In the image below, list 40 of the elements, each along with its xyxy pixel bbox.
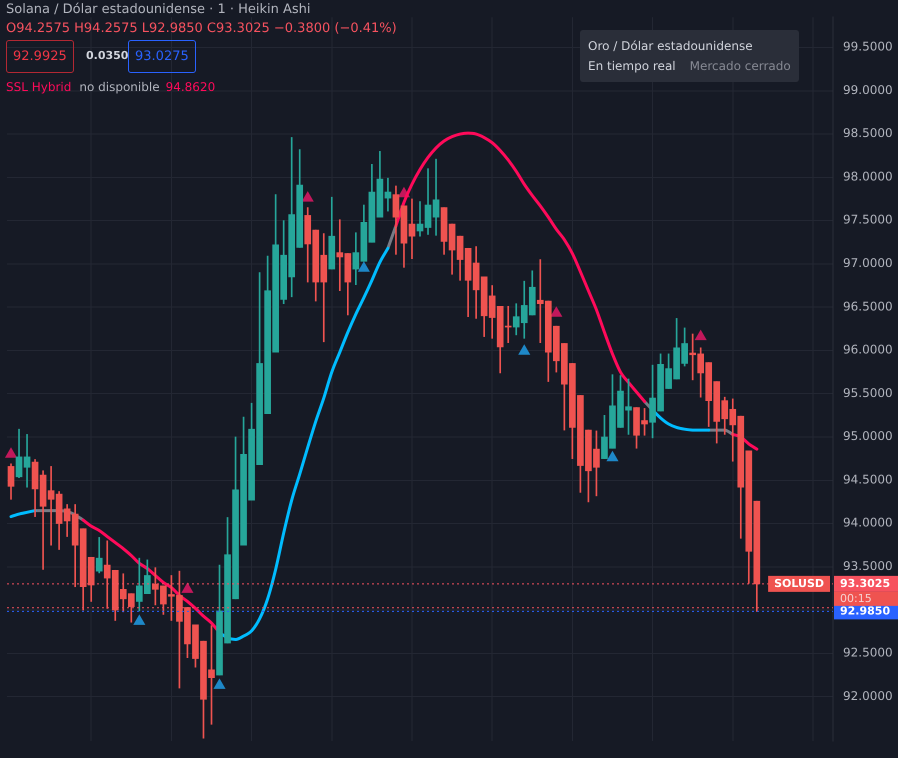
text: SSL Hybrid <box>6 80 72 94</box>
annotation: 92.9925 <box>6 40 74 73</box>
y-tick-label: 96.0000 <box>843 342 893 357</box>
point <box>182 582 194 593</box>
point <box>358 262 370 272</box>
point <box>214 678 226 689</box>
ref-line-label: 92.9850 <box>840 604 890 618</box>
annotation: no disponible <box>79 80 160 94</box>
y-tick-label: 93.5000 <box>843 558 893 573</box>
point <box>134 614 146 625</box>
point <box>5 448 17 458</box>
annotation: O94.2575 H94.2575 L92.9850 C93.3025 −0.3800 (−0.41%) <box>6 21 397 36</box>
annotation: 93.0275 <box>128 40 196 73</box>
point <box>694 330 706 340</box>
y-tick-label: 97.0000 <box>843 256 893 270</box>
y-tick-label: 96.5000 <box>843 299 893 314</box>
annotation: En tiempo real <box>588 59 676 73</box>
annotation: Oro / Dólar estadounidense <box>588 38 754 55</box>
y-tick-label: 99.5000 <box>843 40 893 54</box>
point <box>550 306 562 317</box>
y-tick-label: 95.0000 <box>843 429 893 444</box>
annotation: 94.8620 <box>166 80 216 94</box>
point <box>302 192 314 202</box>
y-tick-label: 92.0000 <box>843 688 893 703</box>
y-tick-label: 98.5000 <box>843 126 893 140</box>
y-tick-label: 97.5000 <box>843 212 893 227</box>
point <box>606 451 618 462</box>
y-tick-label: 92.5000 <box>843 646 893 660</box>
text: 00:15 <box>840 592 872 605</box>
y-tick-label: 95.5000 <box>843 386 893 400</box>
y-tick-label: 98.0000 <box>843 169 893 184</box>
annotation: SOLUSD <box>774 576 824 590</box>
chart-title: Solana / Dólar estadounidense · 1 · Heikin Ashi <box>6 2 311 17</box>
y-tick-label: 94.5000 <box>843 472 893 486</box>
y-tick-label: 94.0000 <box>843 516 893 530</box>
annotation: Mercado cerrado <box>690 59 791 73</box>
point <box>518 344 530 355</box>
ref-line-label: 93.3025 <box>840 576 890 590</box>
y-tick-label: 99.0000 <box>843 82 893 97</box>
annotation: 0.0350 <box>86 49 128 62</box>
